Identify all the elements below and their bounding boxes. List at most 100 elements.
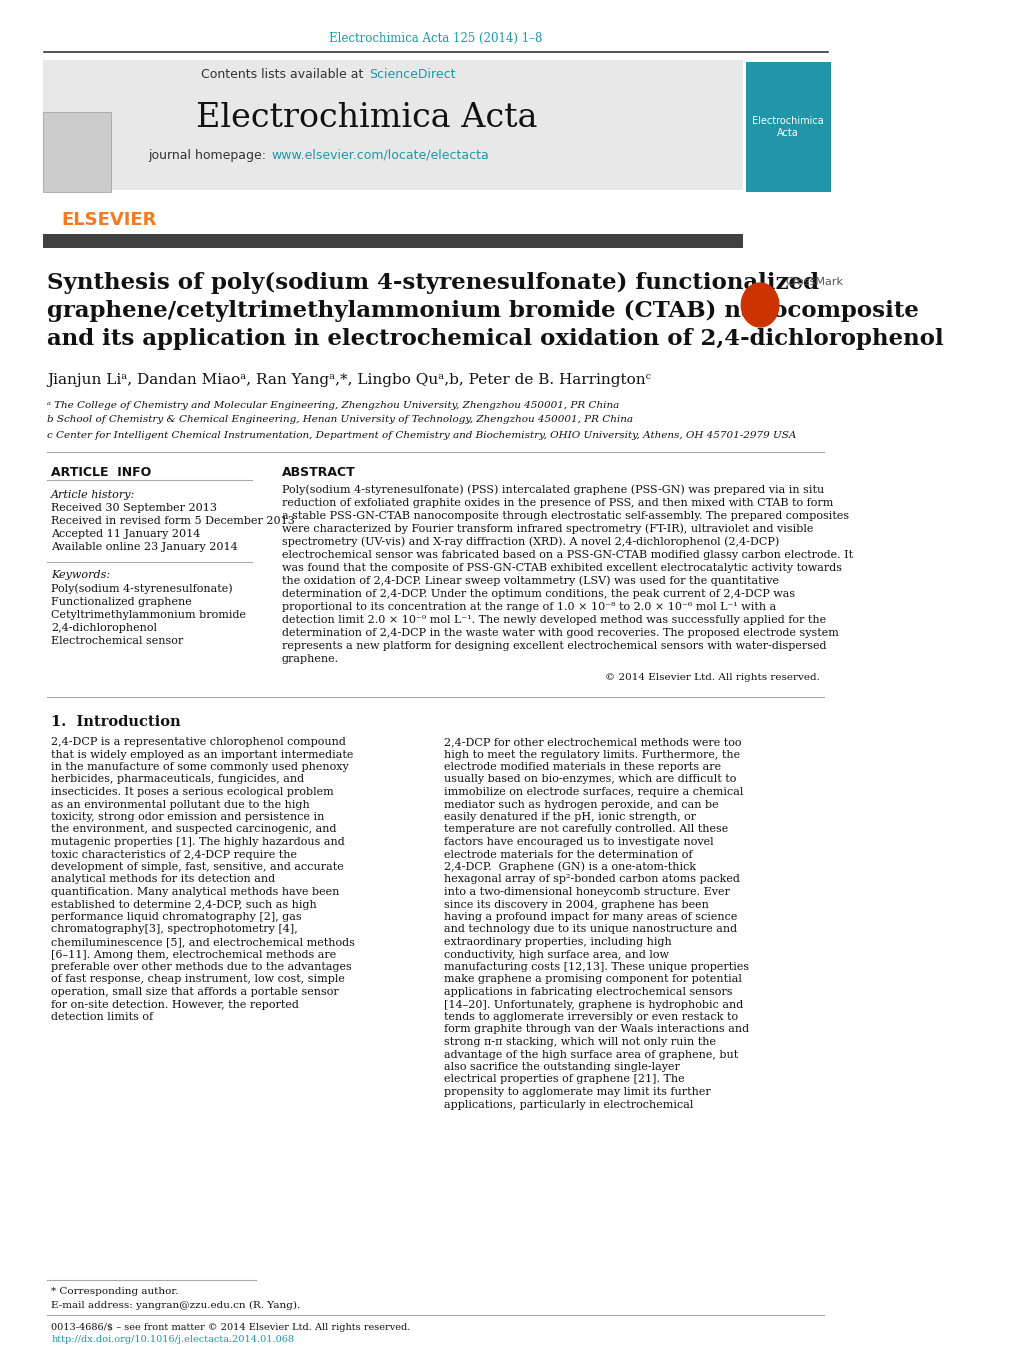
Text: chemiluminescence [5], and electrochemical methods: chemiluminescence [5], and electrochemic… (51, 938, 355, 947)
Text: mutagenic properties [1]. The highly hazardous and: mutagenic properties [1]. The highly haz… (51, 838, 344, 847)
Text: tends to agglomerate irreversibly or even restack to: tends to agglomerate irreversibly or eve… (443, 1012, 738, 1021)
Text: toxic characteristics of 2,4-DCP require the: toxic characteristics of 2,4-DCP require… (51, 850, 297, 859)
Text: quantification. Many analytical methods have been: quantification. Many analytical methods … (51, 888, 339, 897)
Text: electrochemical sensor was fabricated based on a PSS-GN-CTAB modified glassy car: electrochemical sensor was fabricated ba… (281, 550, 852, 561)
Text: Electrochimica Acta 125 (2014) 1–8: Electrochimica Acta 125 (2014) 1–8 (328, 31, 542, 45)
Text: preferable over other methods due to the advantages: preferable over other methods due to the… (51, 962, 352, 971)
Text: Jianjun Liᵃ, Dandan Miaoᵃ, Ran Yangᵃ,*, Lingbo Quᵃ,b, Peter de B. Harringtonᶜ: Jianjun Liᵃ, Dandan Miaoᵃ, Ran Yangᵃ,*, … (47, 373, 650, 386)
Text: Synthesis of poly(sodium 4-styrenesulfonate) functionalized: Synthesis of poly(sodium 4-styrenesulfon… (47, 272, 818, 295)
Text: factors have encouraged us to investigate novel: factors have encouraged us to investigat… (443, 838, 713, 847)
Text: [14–20]. Unfortunately, graphene is hydrophobic and: [14–20]. Unfortunately, graphene is hydr… (443, 1000, 743, 1009)
Text: high to meet the regulatory limits. Furthermore, the: high to meet the regulatory limits. Furt… (443, 750, 740, 759)
Text: in the manufacture of some commonly used phenoxy: in the manufacture of some commonly used… (51, 762, 348, 771)
Text: ARTICLE  INFO: ARTICLE INFO (51, 466, 152, 478)
Text: Received in revised form 5 December 2013: Received in revised form 5 December 2013 (51, 516, 294, 526)
Text: the environment, and suspected carcinogenic, and: the environment, and suspected carcinoge… (51, 824, 336, 835)
Text: [6–11]. Among them, electrochemical methods are: [6–11]. Among them, electrochemical meth… (51, 950, 336, 959)
Text: also sacrifice the outstanding single-layer: also sacrifice the outstanding single-la… (443, 1062, 680, 1071)
Text: chromatography[3], spectrophotometry [4],: chromatography[3], spectrophotometry [4]… (51, 924, 298, 935)
Text: and technology due to its unique nanostructure and: and technology due to its unique nanostr… (443, 924, 737, 935)
Text: applications in fabricating electrochemical sensors: applications in fabricating electrochemi… (443, 988, 732, 997)
Text: 2,4-DCP is a representative chlorophenol compound: 2,4-DCP is a representative chlorophenol… (51, 738, 345, 747)
Text: analytical methods for its detection and: analytical methods for its detection and (51, 874, 275, 885)
Text: © 2014 Elsevier Ltd. All rights reserved.: © 2014 Elsevier Ltd. All rights reserved… (604, 673, 819, 681)
Text: http://dx.doi.org/10.1016/j.electacta.2014.01.068: http://dx.doi.org/10.1016/j.electacta.20… (51, 1336, 293, 1344)
Text: ELSEVIER: ELSEVIER (61, 211, 157, 230)
Bar (43, 234, 742, 249)
Text: since its discovery in 2004, graphene has been: since its discovery in 2004, graphene ha… (443, 900, 708, 909)
Text: graphene.: graphene. (281, 654, 338, 663)
Text: applications, particularly in electrochemical: applications, particularly in electroche… (443, 1100, 693, 1109)
Text: 0013-4686/$ – see front matter © 2014 Elsevier Ltd. All rights reserved.: 0013-4686/$ – see front matter © 2014 El… (51, 1323, 411, 1332)
Text: easily denatured if the pH, ionic strength, or: easily denatured if the pH, ionic streng… (443, 812, 696, 821)
Text: ScienceDirect: ScienceDirect (369, 69, 455, 81)
Text: that is widely employed as an important intermediate: that is widely employed as an important … (51, 750, 354, 759)
Bar (745, 62, 830, 192)
Text: were characterized by Fourier transform infrared spectrometry (FT-IR), ultraviol: were characterized by Fourier transform … (281, 524, 812, 534)
Text: propensity to agglomerate may limit its further: propensity to agglomerate may limit its … (443, 1088, 710, 1097)
Text: usually based on bio-enzymes, which are difficult to: usually based on bio-enzymes, which are … (443, 774, 736, 785)
Text: Functionalized graphene: Functionalized graphene (51, 597, 192, 607)
Text: electrode modified materials in these reports are: electrode modified materials in these re… (443, 762, 720, 771)
Text: strong π-π stacking, which will not only ruin the: strong π-π stacking, which will not only… (443, 1038, 715, 1047)
Text: detection limit 2.0 × 10⁻⁹ mol L⁻¹. The newly developed method was successfully : detection limit 2.0 × 10⁻⁹ mol L⁻¹. The … (281, 615, 825, 626)
Text: proportional to its concentration at the range of 1.0 × 10⁻⁸ to 2.0 × 10⁻⁶ mol L: proportional to its concentration at the… (281, 603, 775, 612)
Text: determination of 2,4-DCP. Under the optimum conditions, the peak current of 2,4-: determination of 2,4-DCP. Under the opti… (281, 589, 794, 598)
Text: E-mail address: yangran@zzu.edu.cn (R. Yang).: E-mail address: yangran@zzu.edu.cn (R. Y… (51, 1301, 301, 1309)
Text: the oxidation of 2,4-DCP. Linear sweep voltammetry (LSV) was used for the quanti: the oxidation of 2,4-DCP. Linear sweep v… (281, 576, 779, 586)
Text: herbicides, pharmaceuticals, fungicides, and: herbicides, pharmaceuticals, fungicides,… (51, 774, 304, 785)
Text: * Corresponding author.: * Corresponding author. (51, 1288, 178, 1297)
Text: www.elsevier.com/locate/electacta: www.elsevier.com/locate/electacta (271, 149, 489, 162)
Text: electrical properties of graphene [21]. The: electrical properties of graphene [21]. … (443, 1074, 684, 1085)
Text: Poly(sodium 4-styrenesulfonate) (PSS) intercalated graphene (PSS-GN) was prepare: Poly(sodium 4-styrenesulfonate) (PSS) in… (281, 485, 823, 496)
Circle shape (741, 282, 779, 327)
Text: electrode materials for the determination of: electrode materials for the determinatio… (443, 850, 692, 859)
Text: spectrometry (UV-vis) and X-ray diffraction (XRD). A novel 2,4-dichlorophenol (2: spectrometry (UV-vis) and X-ray diffract… (281, 536, 779, 547)
Text: performance liquid chromatography [2], gas: performance liquid chromatography [2], g… (51, 912, 302, 921)
Text: as an environmental pollutant due to the high: as an environmental pollutant due to the… (51, 800, 310, 809)
Text: established to determine 2,4-DCP, such as high: established to determine 2,4-DCP, such a… (51, 900, 317, 909)
Text: temperature are not carefully controlled. All these: temperature are not carefully controlled… (443, 824, 728, 835)
Text: Cetyltrimethylammonium bromide: Cetyltrimethylammonium bromide (51, 611, 246, 620)
Text: Electrochemical sensor: Electrochemical sensor (51, 636, 183, 646)
Text: 2,4-DCP.  Graphene (GN) is a one-atom-thick: 2,4-DCP. Graphene (GN) is a one-atom-thi… (443, 862, 696, 873)
Text: development of simple, fast, sensitive, and accurate: development of simple, fast, sensitive, … (51, 862, 343, 871)
Text: toxicity, strong odor emission and persistence in: toxicity, strong odor emission and persi… (51, 812, 324, 821)
Text: mediator such as hydrogen peroxide, and can be: mediator such as hydrogen peroxide, and … (443, 800, 718, 809)
Bar (43, 59, 742, 190)
Text: insecticides. It poses a serious ecological problem: insecticides. It poses a serious ecologi… (51, 788, 333, 797)
Text: ᵃ The College of Chemistry and Molecular Engineering, Zhengzhou University, Zhen: ᵃ The College of Chemistry and Molecular… (47, 400, 619, 409)
Text: Accepted 11 January 2014: Accepted 11 January 2014 (51, 530, 201, 539)
Text: determination of 2,4-DCP in the waste water with good recoveries. The proposed e: determination of 2,4-DCP in the waste wa… (281, 628, 838, 638)
Text: a stable PSS-GN-CTAB nanocomposite through electrostatic self-assembly. The prep: a stable PSS-GN-CTAB nanocomposite throu… (281, 511, 848, 521)
Text: extraordinary properties, including high: extraordinary properties, including high (443, 938, 672, 947)
Text: Keywords:: Keywords: (51, 570, 110, 580)
Text: detection limits of: detection limits of (51, 1012, 153, 1021)
Text: hexagonal array of sp²-bonded carbon atoms packed: hexagonal array of sp²-bonded carbon ato… (443, 874, 739, 885)
Text: form graphite through van der Waals interactions and: form graphite through van der Waals inte… (443, 1024, 749, 1035)
Text: Contents lists available at: Contents lists available at (201, 69, 367, 81)
Text: Poly(sodium 4-styrenesulfonate): Poly(sodium 4-styrenesulfonate) (51, 584, 232, 594)
Text: for on-site detection. However, the reported: for on-site detection. However, the repo… (51, 1000, 299, 1009)
Bar (43, 112, 111, 192)
Text: b School of Chemistry & Chemical Engineering, Henan University of Technology, Zh: b School of Chemistry & Chemical Enginee… (47, 416, 633, 424)
Text: c Center for Intelligent Chemical Instrumentation, Department of Chemistry and B: c Center for Intelligent Chemical Instru… (47, 431, 796, 439)
Text: journal homepage:: journal homepage: (148, 149, 270, 162)
Text: immobilize on electrode surfaces, require a chemical: immobilize on electrode surfaces, requir… (443, 788, 743, 797)
Text: ABSTRACT: ABSTRACT (281, 466, 356, 478)
Text: represents a new platform for designing excellent electrochemical sensors with w: represents a new platform for designing … (281, 640, 825, 651)
Text: having a profound impact for many areas of science: having a profound impact for many areas … (443, 912, 737, 921)
Text: manufacturing costs [12,13]. These unique properties: manufacturing costs [12,13]. These uniqu… (443, 962, 749, 971)
Text: ✕: ✕ (751, 293, 767, 312)
Text: make graphene a promising component for potential: make graphene a promising component for … (443, 974, 741, 985)
Text: 1.  Introduction: 1. Introduction (51, 715, 180, 730)
Text: advantage of the high surface area of graphene, but: advantage of the high surface area of gr… (443, 1050, 738, 1059)
Text: conductivity, high surface area, and low: conductivity, high surface area, and low (443, 950, 668, 959)
Text: Received 30 September 2013: Received 30 September 2013 (51, 503, 217, 513)
Text: Article history:: Article history: (51, 490, 136, 500)
Text: CrossMark: CrossMark (785, 277, 843, 286)
Text: was found that the composite of PSS-GN-CTAB exhibited excellent electrocatalytic: was found that the composite of PSS-GN-C… (281, 563, 841, 573)
Text: 2,4-dichlorophenol: 2,4-dichlorophenol (51, 623, 157, 634)
Text: 2,4-DCP for other electrochemical methods were too: 2,4-DCP for other electrochemical method… (443, 738, 741, 747)
Text: into a two-dimensional honeycomb structure. Ever: into a two-dimensional honeycomb structu… (443, 888, 730, 897)
